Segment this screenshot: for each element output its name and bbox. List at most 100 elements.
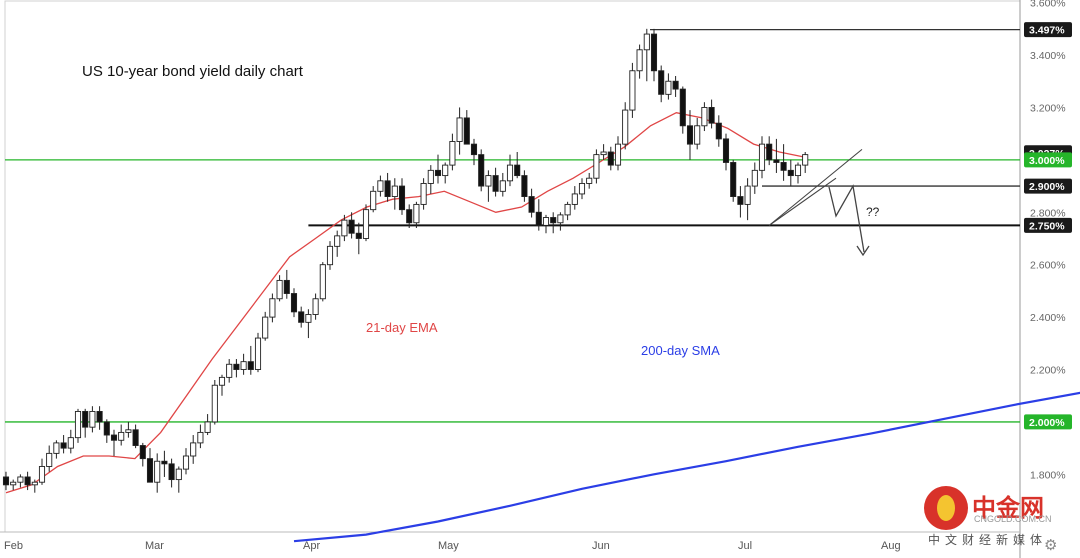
candle-body	[434, 169, 442, 177]
candle-body	[636, 49, 643, 72]
candle-body	[701, 106, 708, 127]
candle-body	[413, 203, 420, 224]
candle-body	[535, 211, 542, 226]
candle-body	[355, 232, 362, 239]
price-label-text: 3.000%	[1029, 155, 1065, 167]
candle-body	[362, 209, 370, 239]
y-tick-label: 2.600%	[1030, 260, 1066, 272]
candle-body	[614, 143, 622, 166]
chart-title: US 10-year bond yield daily chart	[82, 63, 303, 80]
candle-body	[780, 162, 787, 171]
candle-body	[168, 463, 175, 481]
candle-body	[406, 209, 413, 224]
candle-body	[607, 151, 614, 166]
triangle-upper	[768, 148, 863, 226]
x-tick-label: Jul	[738, 540, 752, 552]
candle-body	[773, 159, 780, 163]
x-tick-label: Aug	[881, 540, 901, 552]
candle-body	[139, 445, 146, 460]
candle-body	[730, 162, 737, 198]
candle-body	[31, 481, 38, 486]
candle-body	[110, 434, 118, 441]
candle-body	[506, 164, 514, 182]
candle-body	[442, 164, 449, 177]
x-tick-label: Apr	[303, 540, 320, 552]
candle-body	[449, 141, 456, 166]
candle-body	[672, 80, 679, 90]
candle-body	[269, 298, 276, 318]
candle-body	[586, 177, 593, 184]
candle-body	[60, 442, 67, 449]
price-label-text: 2.000%	[1029, 417, 1065, 429]
candle-body	[348, 219, 355, 234]
candle-body	[751, 169, 758, 187]
candle-body	[103, 421, 110, 436]
candle-body	[233, 363, 240, 370]
candle-body	[125, 429, 132, 433]
candle-body	[24, 476, 31, 486]
candle-body	[384, 180, 391, 198]
arrow-head	[856, 245, 870, 257]
candle-body	[492, 175, 499, 192]
candle-body	[679, 88, 686, 127]
x-tick-label: May	[438, 540, 459, 552]
candle-body	[802, 154, 809, 166]
candle-body	[470, 143, 478, 156]
candle-body	[557, 214, 564, 224]
price-label-box: 3.497%	[1024, 22, 1072, 38]
candle-body	[283, 279, 290, 294]
y-tick-label: 3.600%	[1030, 0, 1066, 10]
candle-body	[254, 337, 262, 370]
candle-body	[154, 460, 161, 483]
x-tick-label: Jun	[592, 540, 610, 552]
candle-body	[593, 154, 600, 179]
watermark-en: CNGOLD.COM.CN	[974, 514, 1052, 524]
y-tick-label: 2.800%	[1030, 207, 1066, 219]
candle-body	[334, 235, 341, 247]
candle-body	[391, 185, 398, 198]
candle-body	[247, 361, 254, 370]
candle-body	[132, 429, 139, 446]
candle-body	[377, 180, 384, 192]
candle-body	[629, 70, 636, 111]
candle-body	[708, 106, 715, 124]
candle-body	[204, 421, 211, 433]
candle-body	[262, 316, 269, 339]
candle-body	[276, 279, 283, 300]
candle-body	[46, 452, 53, 467]
candle-body	[478, 154, 485, 187]
candle-body	[67, 437, 74, 449]
price-label-bg	[1024, 22, 1072, 38]
candle-body	[658, 70, 665, 95]
candle-body	[82, 410, 89, 428]
candle-body	[290, 293, 298, 313]
candle-body	[398, 185, 406, 211]
candle-body	[298, 311, 305, 323]
candle-body	[571, 193, 578, 205]
candle-body	[240, 361, 247, 370]
candle-body	[715, 122, 722, 140]
plot-frame	[4, 0, 1021, 533]
candle-body	[96, 410, 103, 423]
candle-body	[53, 442, 60, 454]
question-annotation: ??	[866, 205, 880, 219]
y-tick-label: 2.200%	[1030, 365, 1066, 377]
candle-body	[665, 80, 672, 95]
candle-body	[211, 384, 218, 423]
candle-body	[521, 175, 528, 198]
candle-body	[370, 190, 377, 211]
price-label-bg	[1024, 217, 1072, 233]
price-label-text: 2.750%	[1029, 220, 1065, 232]
price-label-box: 3.000%	[1024, 152, 1072, 168]
candle-body	[146, 458, 154, 483]
price-label-box: 2.900%	[1024, 178, 1072, 194]
ema-21-line	[5, 112, 806, 494]
watermark: 中金网 CNGOLD.COM.CN 中文财经新媒体	[918, 486, 1078, 556]
candle-body	[89, 410, 96, 428]
projection-arrow	[828, 184, 865, 253]
candle-body	[10, 481, 17, 486]
candle-body	[766, 143, 773, 161]
candle-body	[514, 164, 521, 177]
gear-icon[interactable]: ⚙	[1044, 537, 1058, 554]
